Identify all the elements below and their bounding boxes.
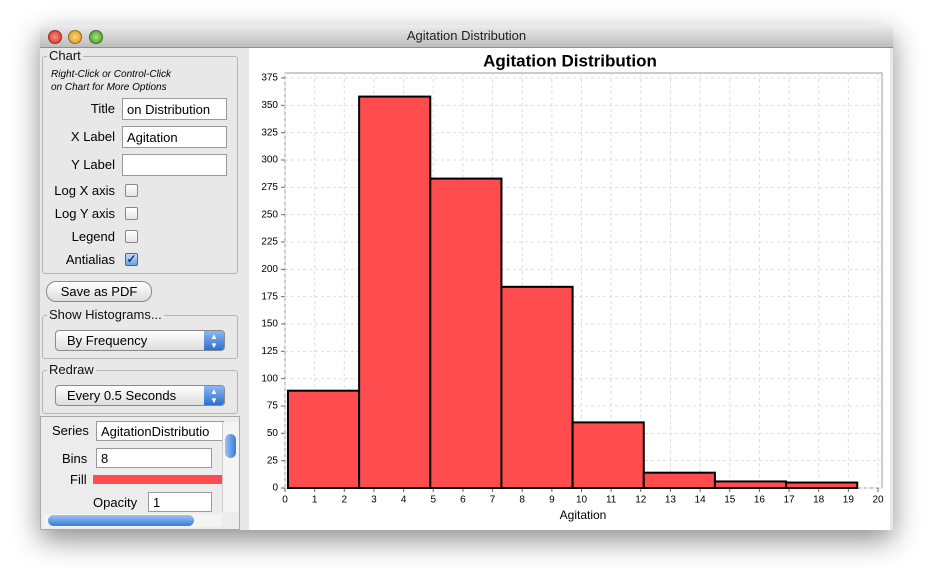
scroll-thumb[interactable] xyxy=(225,434,236,458)
x-tick-label: 13 xyxy=(665,495,677,506)
hint: Right-Click or Control-Click xyxy=(51,69,172,80)
x-tick-label: 9 xyxy=(549,495,555,506)
select-arrows: ▲ ▼ xyxy=(204,331,224,350)
y-tick-label: 250 xyxy=(261,209,278,220)
x-tick-label: 18 xyxy=(813,495,825,506)
select-value: Every 0.5 Seconds xyxy=(67,388,177,403)
histogram-bar xyxy=(785,481,859,489)
text-field[interactable]: Agitation xyxy=(122,126,227,148)
save-pdf-button[interactable]: Save as PDF xyxy=(46,281,152,302)
y-tick-label: 200 xyxy=(261,264,278,275)
redraw-select[interactable]: Every 0.5 Seconds ▲ ▼ xyxy=(55,385,225,406)
x-tick-label: 15 xyxy=(724,495,736,506)
x-tick-label: 6 xyxy=(460,495,466,506)
x-tick-label: 17 xyxy=(783,495,795,506)
histogram-bar xyxy=(571,421,645,489)
x-axis-label: Agitation xyxy=(560,508,607,522)
title-bar: Agitation Distribution xyxy=(40,25,893,48)
y-tick-label: 150 xyxy=(261,319,278,330)
field-label: Title xyxy=(90,101,115,116)
x-tick-label: 5 xyxy=(430,495,436,506)
y-tick-label: 50 xyxy=(267,428,279,439)
checkbox-label: Antialias xyxy=(65,252,115,267)
opacity-label: Opacity xyxy=(93,495,138,510)
y-tick-label: 175 xyxy=(261,291,278,302)
chart-title: Agitation Distribution xyxy=(483,51,657,70)
vertical-scrollbar[interactable] xyxy=(222,422,239,512)
x-tick-label: 0 xyxy=(282,495,288,506)
hint: on Chart for More Options xyxy=(51,82,167,93)
checkbox-label: Log X axis xyxy=(54,183,115,198)
select-arrows: ▲ ▼ xyxy=(204,386,224,405)
y-tick-label: 25 xyxy=(267,455,279,466)
x-tick-label: 7 xyxy=(490,495,496,506)
chart-settings-legend: Chart xyxy=(47,48,83,63)
x-tick-label: 10 xyxy=(576,495,588,506)
checkbox[interactable] xyxy=(125,230,138,243)
y-tick-label: 375 xyxy=(261,73,278,84)
x-tick-label: 19 xyxy=(843,495,855,506)
y-tick-label: 0 xyxy=(272,483,278,494)
minimize-button[interactable] xyxy=(68,30,82,44)
bins-label: Bins xyxy=(62,451,88,466)
y-tick-label: 275 xyxy=(261,182,278,193)
x-tick-label: 11 xyxy=(606,495,617,506)
checkbox[interactable] xyxy=(125,207,138,220)
checkbox-label: Legend xyxy=(71,229,115,244)
x-tick-label: 20 xyxy=(872,495,884,506)
fill-label: Fill xyxy=(70,472,87,487)
y-tick-label: 325 xyxy=(261,127,278,138)
x-tick-label: 4 xyxy=(401,495,407,506)
histogram-bar xyxy=(500,285,574,489)
y-tick-label: 225 xyxy=(261,237,278,248)
histogram-bar xyxy=(358,95,432,489)
y-tick-label: 125 xyxy=(261,346,278,357)
y-tick-label: 300 xyxy=(261,155,278,166)
select-value: By Frequency xyxy=(67,333,148,348)
scroll-thumb[interactable] xyxy=(48,515,194,526)
x-tick-label: 1 xyxy=(312,495,318,506)
field-label: Y Label xyxy=(71,157,115,172)
checkbox-label: Log Y axis xyxy=(54,206,115,221)
histogram-mode-select[interactable]: By Frequency ▲ ▼ xyxy=(55,330,225,351)
x-tick-label: 14 xyxy=(695,495,707,506)
x-tick-label: 2 xyxy=(342,495,348,506)
show-histograms-legend: Show Histograms... xyxy=(47,307,164,322)
histogram-bar xyxy=(286,389,361,489)
redraw-box xyxy=(42,370,238,414)
bins-field[interactable]: 8 xyxy=(96,448,212,468)
redraw-legend: Redraw xyxy=(47,362,96,377)
close-button[interactable] xyxy=(48,30,62,44)
fill-color[interactable] xyxy=(93,475,222,484)
checkbox[interactable] xyxy=(125,184,138,197)
text-field[interactable] xyxy=(122,154,227,176)
x-tick-label: 16 xyxy=(754,495,766,506)
checkbox[interactable]: ✓ xyxy=(125,252,138,266)
histogram-bar xyxy=(642,471,716,489)
histogram-bar xyxy=(713,480,788,490)
chart-settings-box xyxy=(42,56,238,274)
chart: Agitation Distribution Agitation 0255075… xyxy=(249,48,890,530)
zoom-button[interactable] xyxy=(89,30,103,44)
y-tick-label: 350 xyxy=(261,100,278,111)
x-tick-label: 12 xyxy=(635,495,647,506)
horizontal-scrollbar[interactable] xyxy=(44,514,222,527)
y-tick-label: 75 xyxy=(267,401,279,412)
x-tick-label: 3 xyxy=(371,495,377,506)
text-field[interactable]: on Distribution xyxy=(122,98,227,120)
opacity-field[interactable]: 1 xyxy=(148,492,212,512)
y-tick-label: 100 xyxy=(261,373,278,384)
field-label: X Label xyxy=(70,129,115,144)
x-tick-label: 8 xyxy=(519,495,525,506)
series-field[interactable]: AgitationDistributio xyxy=(96,421,224,441)
histogram-bar xyxy=(429,177,503,489)
series-label: Series xyxy=(52,423,89,438)
